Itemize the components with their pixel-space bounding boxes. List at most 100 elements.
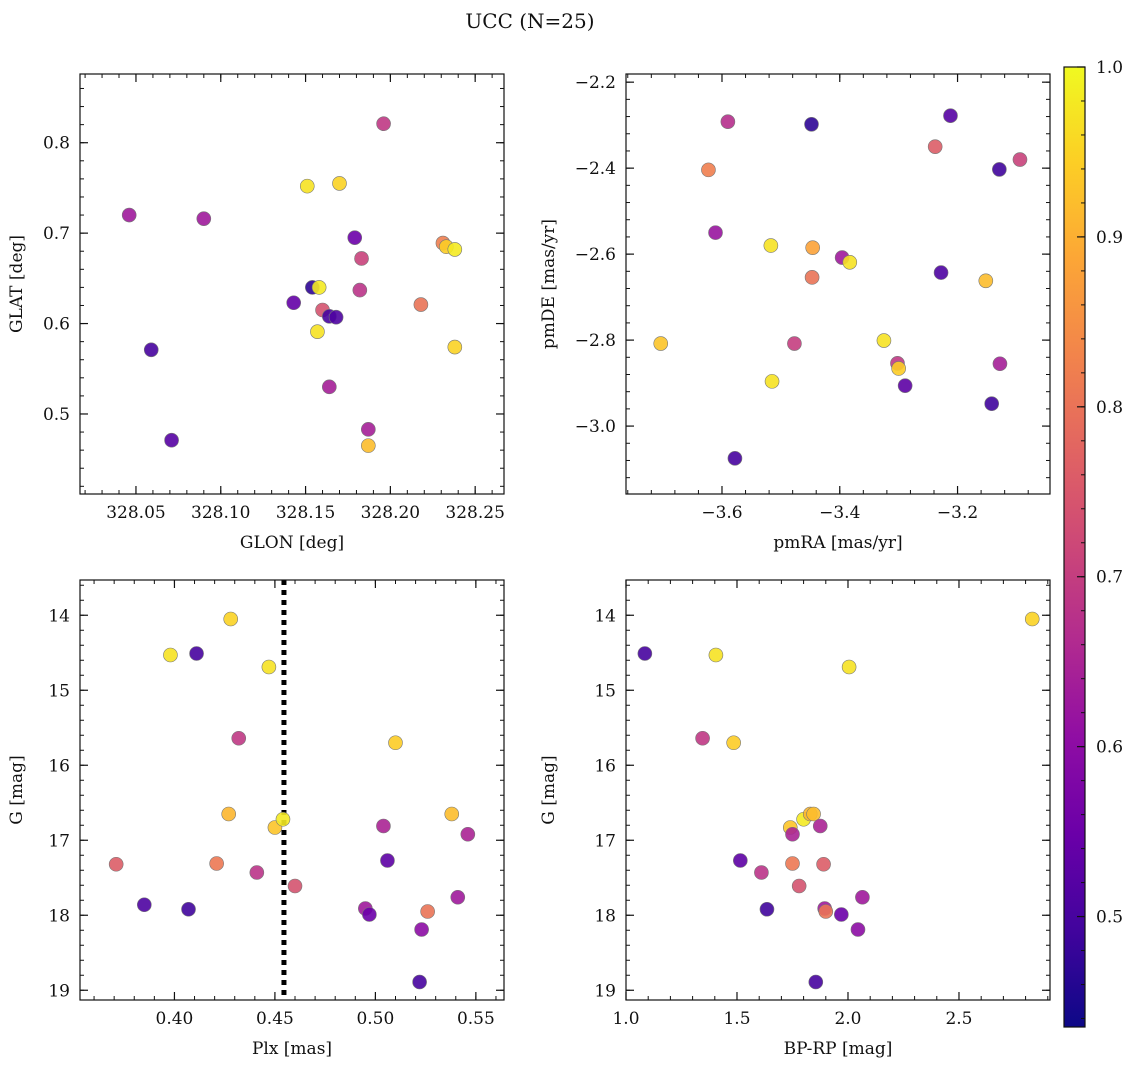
y-tick-label: −2.8 <box>575 331 616 351</box>
scatter-point <box>209 856 224 871</box>
x-tick-label: 328.10 <box>191 503 250 523</box>
minor-ticks <box>80 74 504 494</box>
scatter-point <box>816 856 831 872</box>
x-tick-label: −3.6 <box>701 503 742 523</box>
scatter-point <box>978 273 994 289</box>
scatter-point <box>143 342 159 358</box>
x-axis-label: GLON [deg] <box>240 533 344 553</box>
scatter-point <box>447 339 463 355</box>
scatter-points <box>637 611 1040 990</box>
x-tick-label: 2.0 <box>834 1009 861 1029</box>
scatter-point <box>163 647 178 663</box>
scatter-point <box>380 853 395 868</box>
scatter-point <box>221 806 237 822</box>
axes-frame <box>625 73 1051 495</box>
panel-pmra-pmde: −3.6 −3.4 −3.2 −3.0 −2.8 −2.6 −2.4 −2.2 pmRA [ma… <box>539 73 1051 553</box>
scatter-point <box>927 139 943 154</box>
scatter-point <box>420 904 435 919</box>
scatter-point <box>726 735 741 751</box>
scatter-point <box>450 889 466 905</box>
scatter-point <box>841 659 857 675</box>
colorbar-tick-label: 1.0 <box>1096 58 1123 78</box>
y-axis-label: G [mag] <box>539 755 559 824</box>
y-tick-label: 19 <box>48 981 70 1001</box>
x-tick-label: −3.2 <box>937 503 978 523</box>
scatter-point <box>984 396 1000 412</box>
scatter-point <box>850 922 866 937</box>
x-tick-label: 328.15 <box>276 503 335 523</box>
scatter-point <box>834 907 849 922</box>
x-tick-label: 2.5 <box>945 1009 972 1029</box>
scatter-point <box>447 242 463 257</box>
y-tick-label: 17 <box>48 831 70 851</box>
scatter-point <box>231 730 247 746</box>
scatter-point <box>992 356 1008 372</box>
scatter-point <box>164 432 179 448</box>
scatter-point <box>376 818 391 834</box>
colorbar-tick-label: 0.8 <box>1096 398 1123 418</box>
scatter-point <box>189 646 204 661</box>
y-tick-label: 14 <box>48 606 70 626</box>
scatter-point <box>137 897 152 913</box>
scatter-point <box>376 116 391 132</box>
scatter-point <box>943 108 958 123</box>
scatter-point <box>754 865 769 880</box>
colorbar-tick-label: 0.7 <box>1096 568 1123 588</box>
minor-ticks <box>80 580 504 1000</box>
colorbar-tick-label: 0.6 <box>1096 738 1123 758</box>
scatter-point <box>361 438 376 453</box>
y-tick-label: −3.0 <box>575 417 616 437</box>
y-tick-label: 14 <box>594 606 616 626</box>
x-axis-label: BP-RP [mag] <box>784 1039 893 1059</box>
x-tick-label: 328.05 <box>106 503 165 523</box>
x-axis-label: pmRA [mas/yr] <box>773 533 902 553</box>
colorbar-gradient <box>1063 66 1086 1028</box>
x-tick-label: −3.4 <box>819 503 860 523</box>
scatter-point <box>791 878 807 894</box>
minor-ticks <box>625 580 1050 1000</box>
y-axis-label: pmDE [mas/yr] <box>539 219 559 349</box>
x-tick-label: 0.55 <box>457 1009 495 1029</box>
panel-glon-glat: 328.05 328.10 328.15 328.20 328.25 0.5 0.6 0.7 0… <box>7 73 505 553</box>
x-tick-label: 0.50 <box>356 1009 394 1029</box>
scatter-point <box>727 451 743 466</box>
scatter-point <box>196 211 212 226</box>
scatter-point <box>249 865 265 880</box>
y-tick-label: 15 <box>48 681 70 701</box>
y-tick-label: 16 <box>48 756 70 776</box>
scatter-points <box>108 611 476 990</box>
y-tick-label: 0.6 <box>43 315 70 335</box>
scatter-point <box>181 901 196 917</box>
scatter-point <box>708 225 723 240</box>
scatter-points <box>653 108 1028 466</box>
figure-title: UCC (N=25) <box>465 9 594 33</box>
scatter-point <box>223 611 239 627</box>
scatter-point <box>733 853 748 868</box>
scatter-point <box>413 297 429 312</box>
scatter-point <box>261 659 277 675</box>
colorbar: 0.5 0.6 0.7 0.8 0.9 1.0 <box>1063 58 1123 1028</box>
scatter-point <box>695 730 710 746</box>
scatter-point <box>347 230 363 245</box>
x-tick-label: 1.5 <box>723 1009 750 1029</box>
colorbar-tick-label: 0.9 <box>1096 228 1123 248</box>
x-tick-label: 0.45 <box>256 1009 294 1029</box>
y-tick-label: −2.2 <box>575 73 616 93</box>
scatter-point <box>842 254 858 270</box>
panel-plx-g: 0.40 0.45 0.50 0.55 14 15 16 17 18 19 Plx [mas] G [… <box>7 579 505 1059</box>
scatter-point <box>808 974 824 990</box>
scatter-point <box>286 295 301 311</box>
scatter-point <box>701 162 716 178</box>
y-tick-label: 16 <box>594 756 616 776</box>
scatter-point <box>805 240 820 255</box>
scatter-point <box>108 856 124 872</box>
scatter-point <box>414 922 429 937</box>
y-tick-label: 15 <box>594 681 616 701</box>
scatter-point <box>299 178 315 194</box>
scatter-point <box>876 333 892 348</box>
axes-frame <box>625 579 1051 1001</box>
scatter-point <box>1012 152 1028 167</box>
scatter-point <box>361 422 376 437</box>
scatter-point <box>287 878 303 894</box>
